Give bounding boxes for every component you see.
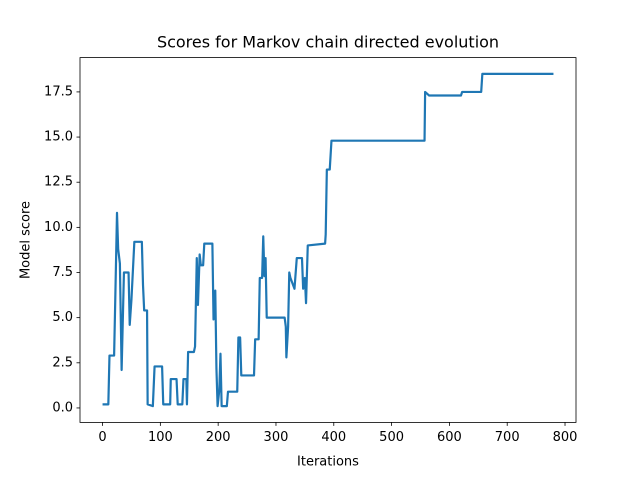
x-tick-label: 500 (379, 430, 404, 445)
y-tick-label: 15.0 (44, 130, 73, 145)
x-tick-label: 100 (148, 430, 173, 445)
y-tick-label: 0.0 (52, 400, 73, 415)
y-axis-label: Model score (19, 201, 34, 279)
y-tick-label: 7.5 (52, 265, 73, 280)
y-tick-label: 10.0 (44, 220, 73, 235)
y-tick-label: 12.5 (44, 175, 73, 190)
x-tick-label: 0 (98, 430, 106, 445)
x-tick-label: 800 (553, 430, 578, 445)
y-tick-label: 17.5 (44, 84, 73, 99)
x-axis-label: Iterations (297, 455, 359, 470)
x-tick-label: 600 (437, 430, 462, 445)
x-tick-label: 400 (321, 430, 346, 445)
chart-title: Scores for Markov chain directed evoluti… (157, 33, 499, 52)
y-tick-label: 5.0 (52, 310, 73, 325)
x-tick-label: 200 (206, 430, 231, 445)
axes-frame (79, 57, 577, 423)
score-line (102, 72, 554, 408)
x-tick-label: 300 (264, 430, 289, 445)
x-tick-label: 700 (495, 430, 520, 445)
y-tick-label: 2.5 (52, 355, 73, 370)
